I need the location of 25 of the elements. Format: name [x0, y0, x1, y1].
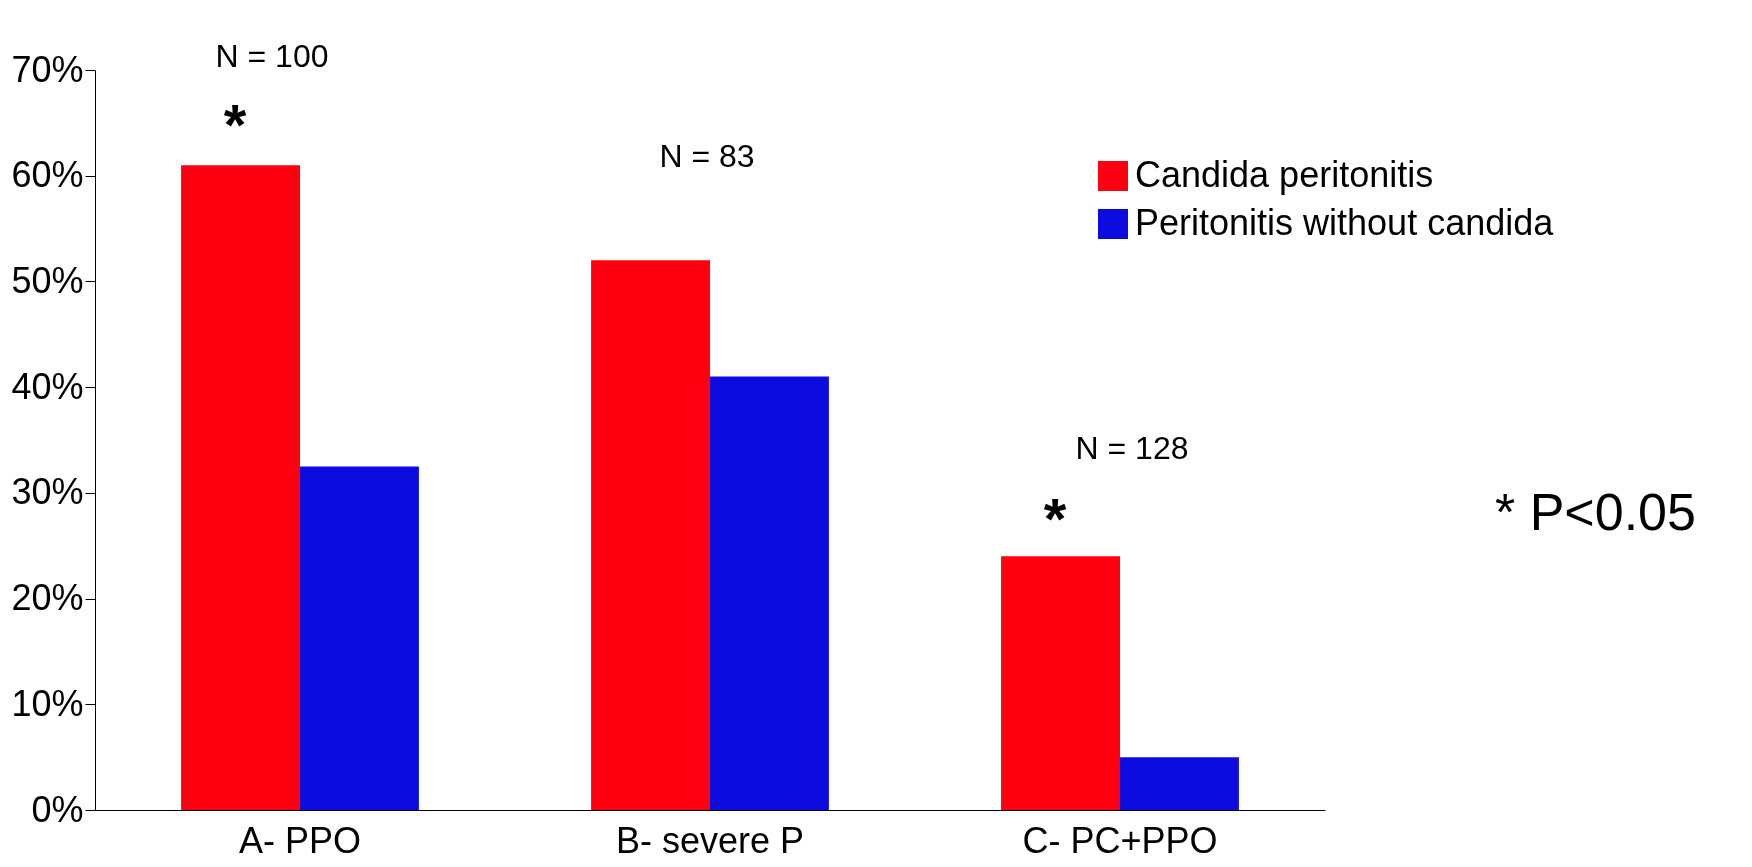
- annotation: N = 100: [215, 38, 329, 74]
- y-tick-label: 30%: [11, 471, 84, 513]
- annotation: *: [1043, 486, 1067, 551]
- y-tick-label: 50%: [11, 259, 84, 301]
- annotation: N = 83: [659, 138, 755, 174]
- annotation: *: [223, 92, 247, 157]
- x-tick-label: B- severe P: [615, 819, 805, 861]
- y-tick-label: 10%: [11, 682, 84, 724]
- bar: [1001, 556, 1120, 810]
- y-tick-label: 60%: [11, 154, 84, 196]
- bar: [300, 466, 419, 810]
- bar: [181, 165, 300, 810]
- y-tick-label: 20%: [11, 577, 84, 619]
- bar: [591, 260, 710, 810]
- x-tick-label: A- PPO: [238, 819, 362, 861]
- y-tick-label: 0%: [31, 788, 84, 830]
- legend-label: Candida peritonitis: [1135, 154, 1434, 195]
- x-tick-label: C- PC+PPO: [1022, 819, 1218, 861]
- legend-label: Peritonitis without candida: [1135, 202, 1555, 243]
- y-tick-label: 70%: [11, 48, 84, 90]
- text: * P<0.05: [1495, 483, 1696, 541]
- bar: [710, 376, 829, 810]
- y-tick-label: 40%: [11, 365, 84, 407]
- annotation: N = 128: [1075, 430, 1189, 466]
- bar: [1120, 757, 1239, 810]
